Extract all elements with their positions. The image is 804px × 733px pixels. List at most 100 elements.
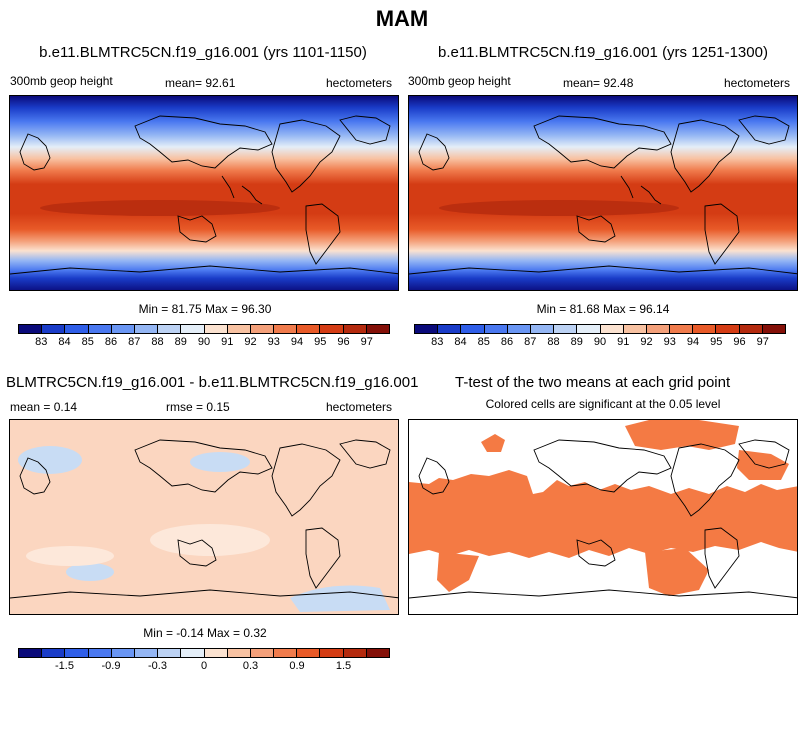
panel3-colorbar-segment xyxy=(158,649,182,657)
panel1-colorbar-tick-label: 89 xyxy=(174,336,187,348)
panel2-colorbar-tick-label: 86 xyxy=(500,336,514,348)
panel2-colorbar-segment xyxy=(600,325,624,333)
panel4-map xyxy=(408,419,798,615)
panel2-colorbar-ticks: 83 84 85 86 87 88 89 90 91 92 93 94 95 96 97 xyxy=(414,336,786,350)
panel1-colorbar-segment xyxy=(343,325,367,333)
panel2-colorbar-tick-label: 91 xyxy=(617,336,630,348)
panel3-colorbar-segment xyxy=(274,649,298,657)
panel3-colorbar xyxy=(18,648,390,658)
panel1-colorbar-segment xyxy=(42,325,66,333)
panel2-colorbar-segment xyxy=(507,325,531,333)
panel2-colorbar xyxy=(414,324,786,334)
panel1-colorbar-segment xyxy=(19,325,43,333)
panel1-minmax: Min = 81.75 Max = 96.30 xyxy=(138,302,272,316)
panel1-colorbar-ticks: 83 84 85 86 87 88 89 90 91 92 93 94 95 96 97 xyxy=(18,336,390,350)
panel1-colorbar-tick-label: 86 xyxy=(104,336,118,348)
panel2-map xyxy=(408,95,798,291)
panel2-colorbar-tick-label: 93 xyxy=(663,336,676,348)
panel2-colorbar-tick-label: 94 xyxy=(686,336,700,348)
panel3-map-svg xyxy=(10,420,398,614)
panel1-colorbar-segment xyxy=(88,325,112,333)
panel1-colorbar-segment xyxy=(134,325,159,333)
panel1-colorbar-segment xyxy=(181,325,205,333)
panel4-title: T-test of the two means at each grid poi… xyxy=(455,374,731,391)
panel2-colorbar-tick-label: 95 xyxy=(710,336,723,348)
panel1-colorbar-tick-label: 88 xyxy=(151,336,164,348)
panel3-colorbar-segment xyxy=(111,649,135,657)
panel2-colorbar-segment xyxy=(670,325,694,333)
page-title: MAM xyxy=(375,6,429,31)
panel4-map-svg xyxy=(409,420,797,614)
panel3-colorbar-segment xyxy=(297,649,321,657)
panel2-colorbar-segment xyxy=(415,325,439,333)
panel1-colorbar-tick-label: 83 xyxy=(35,336,48,348)
panel2-map-svg xyxy=(409,96,797,290)
panel2-colorbar-tick-label: 96 xyxy=(733,336,746,348)
panel3-colorbar-segment xyxy=(134,649,159,657)
panel1-colorbar xyxy=(18,324,390,334)
panel1-colorbar-tick-label: 95 xyxy=(314,336,327,348)
panel2-colorbar-segment xyxy=(716,325,740,333)
panel1-colorbar-tick-label: 91 xyxy=(221,336,234,348)
panel3-colorbar-segment xyxy=(343,649,367,657)
panel1-colorbar-tick-label: 97 xyxy=(360,336,373,348)
panel2-colorbar-segment xyxy=(461,325,485,333)
panel2-colorbar-segment xyxy=(739,325,763,333)
panel2-colorbar-segment xyxy=(554,325,578,333)
panel1-units-label: hectometers xyxy=(326,76,393,90)
panel1-title: b.e11.BLMTRC5CN.f19_g16.001 (yrs 1101-11… xyxy=(39,44,367,61)
panel1-colorbar-tick-label: 93 xyxy=(267,336,280,348)
panel3-colorbar-tick-label: -0.9 xyxy=(101,660,121,672)
panel3-colorbar-ticks: -1.5 -0.9 -0.3 0 0.3 0.9 1.5 xyxy=(18,660,390,674)
panel1-colorbar-segment xyxy=(274,325,298,333)
panel3-title: BLMTRC5CN.f19_g16.001 - b.e11.BLMTRC5CN.… xyxy=(6,374,419,391)
panel2-colorbar-segment xyxy=(693,325,717,333)
panel1-colorbar-segment xyxy=(111,325,135,333)
panel1-colorbar-tick-label: 85 xyxy=(81,336,94,348)
panel2-title: b.e11.BLMTRC5CN.f19_g16.001 (yrs 1251-13… xyxy=(438,44,768,61)
panel3-colorbar-tick-label: -1.5 xyxy=(55,660,74,672)
panel1-colorbar-segment xyxy=(227,325,251,333)
panel3-colorbar-segment xyxy=(88,649,112,657)
panel2-colorbar-segment xyxy=(762,325,785,333)
panel2-units-label: hectometers xyxy=(724,76,791,90)
panel2-colorbar-segment xyxy=(484,325,508,333)
panel2-variable-label: 300mb geop height xyxy=(408,74,511,88)
panel2-colorbar-tick-label: 84 xyxy=(454,336,467,348)
panel1-map-svg xyxy=(10,96,398,290)
panel3-colorbar-tick-label: 0.9 xyxy=(289,660,305,672)
panel1-colorbar-tick-label: 94 xyxy=(290,336,304,348)
panel3-colorbar-segment xyxy=(65,649,89,657)
panel1-colorbar-tick-label: 87 xyxy=(128,336,141,348)
panel1-colorbar-tick-label: 90 xyxy=(197,336,211,348)
panel2-colorbar-segment xyxy=(577,325,601,333)
panel3-colorbar-segment xyxy=(19,649,43,657)
panel3-colorbar-tick-label: -0.3 xyxy=(148,660,167,672)
panel3-colorbar-tick-label: 0.3 xyxy=(242,660,259,672)
panel3-colorbar-tick-label: 1.5 xyxy=(335,660,352,672)
panel3-colorbar-segment xyxy=(227,649,251,657)
panel1-colorbar-segment xyxy=(320,325,344,333)
panel3-colorbar-segment xyxy=(181,649,205,657)
panel2-colorbar-tick-label: 83 xyxy=(431,336,444,348)
panel1-colorbar-segment xyxy=(297,325,321,333)
panel1-mean-label: mean= 92.61 xyxy=(165,76,236,90)
panel2-colorbar-tick-label: 85 xyxy=(477,336,490,348)
panel3-colorbar-segment xyxy=(204,649,228,657)
panel3-colorbar-segment xyxy=(320,649,344,657)
panel4-subtitle: Colored cells are significant at the 0.0… xyxy=(485,397,721,411)
panel2-colorbar-segment xyxy=(646,325,671,333)
panel2-mean-label: mean= 92.48 xyxy=(563,76,634,90)
panel1-colorbar-segment xyxy=(158,325,182,333)
panel2-colorbar-segment xyxy=(623,325,647,333)
panel3-map xyxy=(9,419,399,615)
panel3-colorbar-segment xyxy=(366,649,389,657)
panel3-colorbar-tick-label: 0 xyxy=(200,660,208,672)
panel2-colorbar-tick-label: 90 xyxy=(593,336,607,348)
panel1-colorbar-segment xyxy=(366,325,389,333)
panel2-colorbar-segment xyxy=(438,325,462,333)
panel3-rmse-label: rmse = 0.15 xyxy=(166,400,230,414)
panel3-mean-label: mean = 0.14 xyxy=(10,400,78,414)
panel2-colorbar-tick-label: 87 xyxy=(524,336,537,348)
panel1-colorbar-segment xyxy=(250,325,275,333)
